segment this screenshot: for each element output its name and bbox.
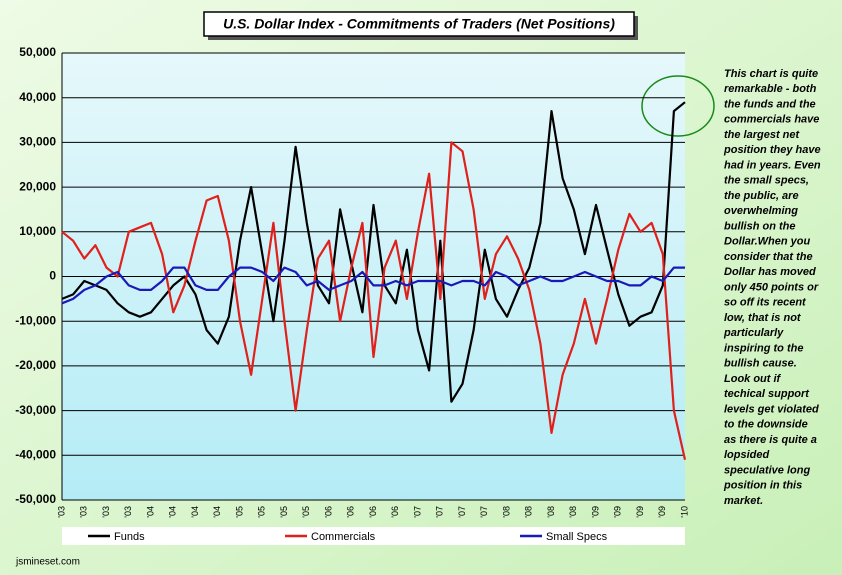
x-tick-label: '06 [323, 506, 333, 518]
annotation-line: This chart is quite [724, 68, 818, 80]
x-tick-label: '09 [635, 506, 645, 518]
x-tick-label: '09 [590, 506, 600, 518]
source: jsmineset.com [15, 557, 80, 568]
x-tick-label: '03 [79, 506, 89, 518]
annotation-line: levels get violated [724, 403, 819, 415]
x-tick-label: '05 [301, 506, 311, 518]
x-tick-label: '06 [346, 506, 356, 518]
annotation-line: Dollar has moved [724, 266, 816, 278]
annotation-line: the largest net [724, 129, 801, 141]
series-line [61, 101, 686, 403]
annotation-line: the public, are [724, 190, 799, 202]
x-tick-label: '10 [679, 506, 689, 518]
annotation-line: Look out if [724, 373, 782, 385]
highlight-circle [641, 75, 715, 137]
annotation-line: the funds and the [724, 98, 816, 110]
annotation-line: bullish on the [724, 220, 796, 232]
x-tick-label: '08 [568, 506, 578, 518]
y-tick-label: 0 [49, 269, 56, 283]
x-tick-label: '03 [56, 506, 66, 518]
legend-label: Funds [114, 531, 145, 543]
annotation-line: remarkable - both [724, 83, 817, 95]
y-tick-label: 10,000 [19, 224, 56, 238]
y-tick-label: -10,000 [15, 313, 56, 327]
y-tick-label: 40,000 [19, 90, 56, 104]
annotation-line: commercials have [724, 114, 819, 126]
annotation-line: overwhelming [724, 205, 798, 217]
y-tick-label: -50,000 [15, 492, 56, 506]
annotation-line: speculative long [724, 464, 810, 476]
annotation-line: position they have [723, 144, 821, 156]
x-tick-label: '07 [457, 506, 467, 518]
annotation-line: techical support [724, 388, 810, 400]
annotation-line: to the downside [724, 419, 808, 431]
series-line [61, 141, 687, 461]
series-line [61, 266, 685, 305]
x-tick-label: '09 [613, 506, 623, 518]
y-tick-label: 50,000 [19, 45, 56, 59]
annotation-line: consider that the [724, 251, 813, 263]
y-tick-label: -20,000 [15, 358, 56, 372]
x-tick-label: '07 [412, 506, 422, 518]
x-tick-label: '04 [168, 506, 178, 518]
x-tick-label: '05 [279, 506, 289, 518]
legend-box [62, 527, 685, 545]
x-tick-label: '08 [501, 506, 511, 518]
x-tick-label: '04 [190, 506, 200, 518]
annotation-line: bullish cause. [724, 358, 797, 370]
annotation-line: market. [724, 495, 763, 507]
legend-label: Commercials [311, 531, 376, 543]
annotation-line: the small specs, [724, 175, 809, 187]
x-tick-label: '04 [145, 506, 155, 518]
annotation-line: had in years. Even [724, 159, 821, 171]
x-tick-label: '05 [234, 506, 244, 518]
annotation-line: low, that is not [724, 312, 802, 324]
y-tick-label: 30,000 [19, 135, 56, 149]
annotation-line: so off its recent [724, 297, 807, 309]
x-tick-label: '05 [257, 506, 267, 518]
x-tick-label: '03 [123, 506, 133, 518]
chart-title: U.S. Dollar Index - Commitments of Trade… [223, 16, 615, 32]
x-tick-label: '07 [435, 506, 445, 518]
x-tick-label: '04 [212, 506, 222, 518]
y-tick-label: 20,000 [19, 179, 56, 193]
y-tick-label: -40,000 [15, 447, 56, 461]
x-tick-label: '08 [546, 506, 556, 518]
annotation-line: lopsided [724, 449, 770, 461]
annotation-line: only 450 points or [724, 281, 819, 293]
annotation-line: Dollar.When you [724, 236, 810, 248]
annotation-line: as there is quite a [724, 434, 817, 446]
x-tick-label: '07 [479, 506, 489, 518]
legend-label: Small Specs [546, 531, 608, 543]
x-tick-label: '06 [368, 506, 378, 518]
x-tick-label: '03 [101, 506, 111, 518]
x-tick-label: '06 [390, 506, 400, 518]
annotation-line: inspiring to the [724, 342, 803, 354]
x-tick-label: '08 [524, 506, 534, 518]
y-tick-label: -30,000 [15, 403, 56, 417]
annotation-line: position in this [723, 480, 802, 492]
layer: -50,000 -40,000 -30,000 -20,000 -10,000 0 10,0… [15, 45, 821, 543]
x-tick-label: '09 [657, 506, 667, 518]
annotation-line: particularly [723, 327, 784, 339]
title-box [203, 11, 635, 37]
